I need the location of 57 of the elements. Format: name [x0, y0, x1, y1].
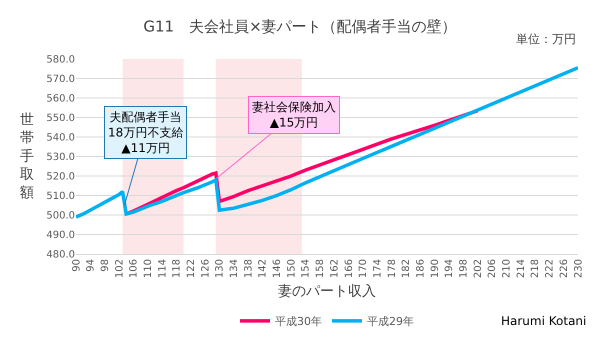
y-tick-label: 540.0 [46, 132, 75, 144]
x-tick-label: 94 [86, 259, 97, 272]
x-tick-label: 158 [315, 259, 326, 278]
x-axis-title: 妻のパート収入 [278, 283, 376, 300]
x-tick-label: 130 [214, 259, 226, 278]
x-tick-label: 174 [372, 259, 384, 278]
x-tick-label: 134 [229, 259, 240, 278]
x-tick-label: 114 [157, 259, 168, 278]
x-tick-label: 154 [300, 259, 312, 278]
x-tick-label: 126 [200, 259, 212, 278]
y-tick-label: 500.0 [46, 210, 75, 222]
x-tick-label: 90 [71, 259, 82, 272]
legend-label: 平成29年 [367, 315, 414, 328]
x-tick-label: 178 [386, 259, 398, 278]
x-tick-label: 142 [258, 259, 269, 278]
x-tick-label: 218 [530, 259, 542, 278]
legend-label: 平成30年 [275, 315, 322, 328]
x-tick-label: 190 [430, 259, 441, 278]
x-tick-label: 146 [272, 259, 284, 278]
x-tick-label: 170 [358, 259, 370, 278]
annotation: 夫配偶者手当 18万円不支給 ▲11万円 [108, 110, 184, 156]
y-tick-label: 530.0 [46, 152, 75, 163]
y-tick-label: 520.0 [46, 172, 75, 182]
text: 単位：万円 [516, 32, 576, 46]
chart-title: G11 夫会社員×妻パート（配偶者手当の壁） [143, 17, 457, 36]
x-tick-label: 194 [444, 259, 456, 278]
y-tick-label: 570.0 [46, 74, 75, 85]
y-tick-label: 560.0 [46, 94, 75, 104]
x-tick-label: 98 [100, 259, 111, 272]
x-tick-label: 230 [573, 259, 584, 278]
x-tick-label: 214 [516, 259, 527, 278]
x-tick-label: 206 [487, 259, 498, 278]
x-tick-label: 182 [401, 259, 412, 278]
line-series [76, 66, 578, 219]
x-tick-label: 150 [286, 259, 298, 278]
x-tick-label: 166 [344, 259, 355, 278]
x-tick-label: 222 [544, 259, 556, 278]
y-tick-label: 510.0 [46, 191, 75, 202]
x-tick-label: 106 [128, 259, 140, 278]
y-tick-label: 580.0 [46, 54, 75, 66]
y-tick-label: 550.0 [46, 113, 75, 124]
x-tick-label: 202 [472, 259, 484, 278]
x-tick-label: 102 [114, 259, 126, 278]
x-tick-label: 162 [329, 259, 340, 278]
x-tick-label: 110 [142, 259, 154, 278]
y-tick-label: 490.0 [46, 230, 75, 241]
x-tick-label: 138 [243, 259, 254, 278]
x-tick-label: 118 [172, 259, 183, 278]
y-axis-title: 世帯手取額 [20, 112, 34, 201]
x-tick-label: 186 [415, 259, 426, 278]
x-tick-label: 226 [558, 259, 570, 278]
annotation: 妻社会保険加入 ▲15万円 [252, 100, 336, 130]
x-tick-label: 122 [186, 259, 197, 278]
y-tick-label: 480.0 [46, 250, 75, 260]
text: Harumi Kotani [501, 314, 586, 328]
x-tick-label: 198 [458, 259, 470, 278]
x-tick-label: 210 [502, 259, 513, 278]
